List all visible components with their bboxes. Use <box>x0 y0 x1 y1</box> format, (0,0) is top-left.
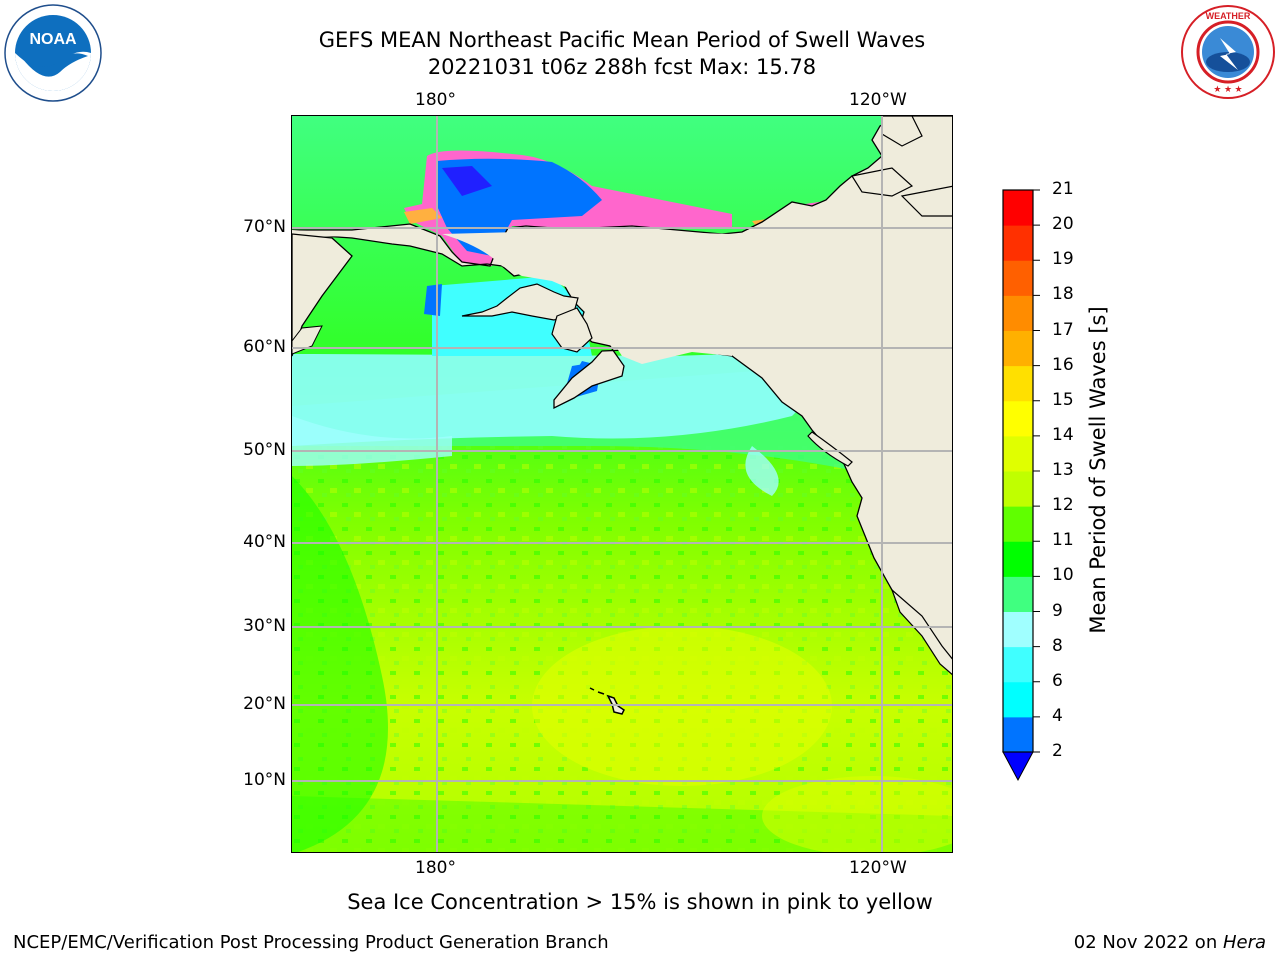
colorbar-segment <box>1003 400 1033 437</box>
lat-label-10n: 10°N <box>243 770 286 790</box>
lat-label-50n: 50°N <box>243 440 286 460</box>
colorbar-tick-label: 17 <box>1052 319 1074 340</box>
map-gridlines <box>292 116 952 852</box>
map-panel <box>291 115 953 853</box>
colorbar-segment <box>1003 471 1033 507</box>
chart-title: GEFS MEAN Northeast Pacific Mean Period … <box>318 28 926 52</box>
lat-label-30n: 30°N <box>243 616 286 636</box>
colorbar-tick-label: 9 <box>1052 600 1063 621</box>
lon-label-top-180: 180° <box>415 90 456 110</box>
colorbar-tick-label: 16 <box>1052 354 1074 375</box>
footer-host: Hera <box>1222 932 1266 953</box>
colorbar-tick-label: 19 <box>1052 249 1074 270</box>
lat-label-40n: 40°N <box>243 532 286 552</box>
colorbar-segment <box>1003 576 1033 612</box>
colorbar-tick-label: 12 <box>1052 495 1074 516</box>
colorbar-segment <box>1003 365 1033 402</box>
lat-label-20n: 20°N <box>243 694 286 714</box>
lon-label-bottom-180: 180° <box>415 858 456 878</box>
noaa-text: NOAA <box>29 31 77 48</box>
svg-text:WEATHER: WEATHER <box>1206 11 1251 21</box>
colorbar-segment <box>1003 506 1033 542</box>
colorbar-tick-label: 10 <box>1052 565 1074 586</box>
colorbar-tick-label: 11 <box>1052 530 1074 551</box>
colorbar <box>1000 186 1040 786</box>
colorbar-segment <box>1003 611 1033 648</box>
colorbar-tick-label: 20 <box>1052 214 1074 235</box>
sea-ice-note: Sea Ice Concentration > 15% is shown in … <box>347 890 933 914</box>
colorbar-tick-label: 2 <box>1052 741 1063 761</box>
colorbar-segment <box>1003 330 1033 367</box>
colorbar-tick-label: 21 <box>1052 179 1074 199</box>
svg-text:★ ★ ★: ★ ★ ★ <box>1213 84 1242 94</box>
colorbar-segment <box>1003 716 1033 753</box>
lon-label-bottom-120w: 120°W <box>849 858 907 878</box>
colorbar-segment <box>1003 225 1033 261</box>
land-kamchatka <box>292 233 353 357</box>
footer-date-text: 02 Nov 2022 on <box>1073 932 1223 953</box>
colorbar-tick-label: 15 <box>1052 389 1074 410</box>
footer-credit: NCEP/EMC/Verification Post Processing Pr… <box>13 932 609 953</box>
colorbar-under-arrow <box>1002 751 1034 782</box>
colorbar-segment <box>1003 190 1033 226</box>
colorbar-tick-label: 4 <box>1052 705 1063 726</box>
colorbar-segment <box>1003 295 1033 331</box>
noaa-logo: NOAA <box>4 4 102 102</box>
footer-date: 02 Nov 2022 on Hera <box>1074 932 1266 953</box>
colorbar-tick-label: 8 <box>1052 635 1063 656</box>
colorbar-segment <box>1003 646 1033 683</box>
chart-subtitle: 20221031 t06z 288h fcst Max: 15.78 <box>427 55 817 79</box>
nws-logo: WEATHER ★ ★ ★ <box>1180 4 1276 100</box>
colorbar-tick-label: 13 <box>1052 460 1074 480</box>
lat-label-70n: 70°N <box>243 217 286 237</box>
lon-label-top-120w: 120°W <box>849 90 907 110</box>
colorbar-segment <box>1003 541 1033 577</box>
colorbar-segment <box>1003 681 1033 718</box>
colorbar-tick-label: 6 <box>1052 670 1063 691</box>
colorbar-segment <box>1003 435 1033 472</box>
colorbar-tick-label: 14 <box>1052 424 1074 445</box>
colorbar-tick-label: 18 <box>1052 284 1074 305</box>
lat-label-60n: 60°N <box>243 337 286 357</box>
colorbar-segment <box>1003 260 1033 296</box>
colorbar-title: Mean Period of Swell Waves [s] <box>1086 306 1110 634</box>
